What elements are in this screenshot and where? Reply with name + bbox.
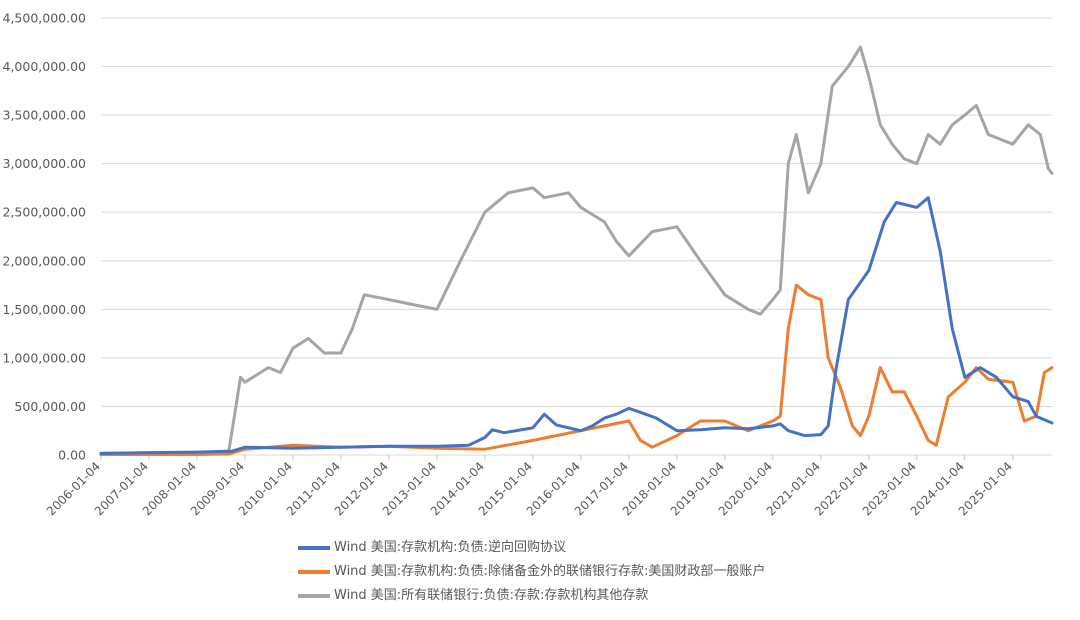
y-tick-label: 4,000,000.00 — [3, 59, 87, 74]
series-line-other-deposits — [99, 45, 1054, 455]
legend: Wind 美国:存款机构:负债:逆向回购协议 Wind 美国:存款机构:负债:除… — [298, 536, 765, 608]
legend-swatch-treasury-general-account — [298, 570, 330, 574]
y-tick-label: 0.00 — [58, 448, 86, 463]
legend-label-treasury-general-account: Wind 美国:存款机构:负债:除储备金外的联储银行存款:美国财政部一般账户 — [334, 564, 766, 579]
plot-area — [99, 45, 1054, 456]
legend-item-treasury-general-account: Wind 美国:存款机构:负债:除储备金外的联储银行存款:美国财政部一般账户 — [298, 560, 765, 584]
legend-label-reverse-repo: Wind 美国:存款机构:负债:逆向回购协议 — [334, 540, 566, 555]
legend-label-other-deposits: Wind 美国:所有联储银行:负债:存款:存款机构其他存款 — [334, 588, 649, 603]
y-axis: 0.00 500,000.00 1,000,000.00 1,500,000.00 2,… — [3, 11, 87, 463]
y-gridlines — [101, 17, 1052, 456]
y-tick-label: 4,500,000.00 — [3, 11, 87, 26]
y-tick-label: 500,000.00 — [14, 399, 86, 414]
legend-item-other-deposits: Wind 美国:所有联储银行:负债:存款:存款机构其他存款 — [298, 584, 765, 608]
series-line-reverse-repo — [99, 196, 1054, 455]
legend-item-reverse-repo: Wind 美国:存款机构:负债:逆向回购协议 — [298, 536, 765, 560]
y-tick-label: 1,500,000.00 — [3, 302, 87, 317]
legend-swatch-reverse-repo — [298, 546, 330, 550]
y-tick-label: 3,000,000.00 — [3, 156, 87, 171]
x-axis: 2006-01-042007-01-042008-01-042009-01-04… — [44, 455, 1015, 518]
y-tick-label: 1,000,000.00 — [3, 350, 87, 365]
legend-swatch-other-deposits — [298, 594, 330, 598]
y-tick-label: 2,500,000.00 — [3, 205, 87, 220]
y-tick-label: 2,000,000.00 — [3, 253, 87, 268]
y-tick-label: 3,500,000.00 — [3, 108, 87, 123]
